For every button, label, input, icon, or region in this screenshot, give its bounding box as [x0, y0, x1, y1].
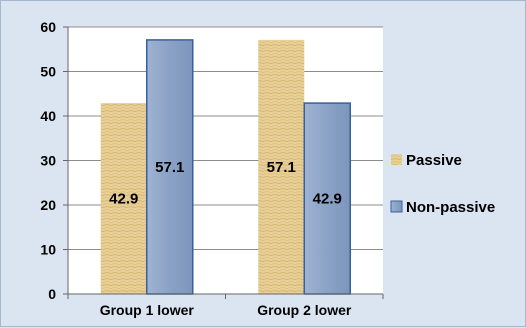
x-axis: Group 1 lower Group 2 lower: [67, 293, 384, 318]
bar-non-passive: [146, 39, 194, 295]
bar-passive: [100, 103, 147, 294]
legend-item-passive: Passive: [391, 152, 462, 169]
x-tick-label: Group 2 lower: [257, 302, 352, 318]
data-label: 42.9: [313, 191, 342, 208]
y-axis: 0 10 20 30 40 50 60: [40, 19, 69, 302]
data-label: 42.9: [109, 191, 138, 208]
legend-label-non-passive: Non-passive: [406, 199, 495, 216]
y-tick-label: 0: [48, 286, 56, 302]
y-tick-label: 30: [40, 153, 56, 169]
data-labels: 42.9 57.1 57.1 42.9: [109, 159, 342, 208]
y-tick-label: 40: [40, 108, 56, 124]
legend: Passive Non-passive: [390, 152, 495, 216]
bar-passive: [258, 39, 305, 294]
y-tick-label: 60: [40, 19, 56, 35]
bars: [100, 39, 351, 295]
bar-non-passive: [303, 102, 351, 295]
y-tick-label: 10: [40, 242, 56, 258]
y-tick-label: 20: [40, 197, 56, 213]
legend-swatch-passive: [391, 154, 402, 165]
x-tick-label: Group 1 lower: [100, 302, 195, 318]
data-label: 57.1: [267, 159, 296, 176]
y-tick-label: 50: [40, 64, 56, 80]
legend-label-passive: Passive: [406, 152, 462, 169]
legend-item-non-passive: Non-passive: [390, 199, 495, 216]
data-label: 57.1: [155, 159, 184, 176]
legend-swatch-non-passive: [390, 200, 403, 213]
